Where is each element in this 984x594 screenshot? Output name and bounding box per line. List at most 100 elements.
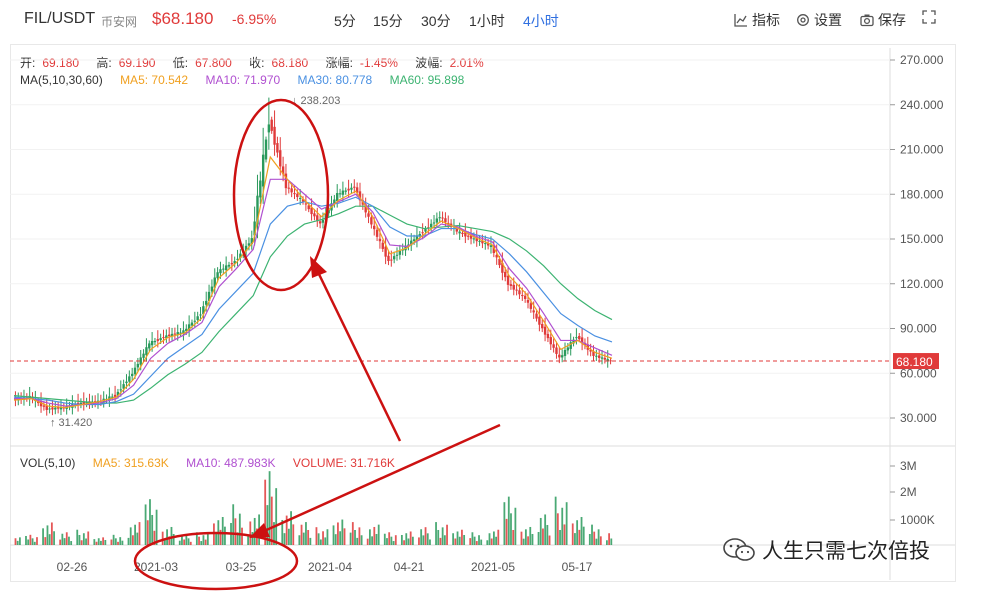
candle-body [609,360,612,362]
ma5-line [13,155,613,409]
candle-body [546,333,550,339]
volume-bar [185,534,188,545]
candle-body [429,223,433,228]
volume-bar [595,538,598,545]
volume-bar [25,535,27,545]
volume-bar [349,532,352,545]
candle-body [51,407,54,410]
volume-bar [270,496,273,545]
save-button[interactable]: 保存 [860,10,906,30]
volume-bar [580,516,583,545]
candle-body [521,295,524,297]
extrema-labels: ↓ 238.203 ↑ 31.420 [50,95,340,429]
ma30-value: MA30: 80.778 [297,73,373,87]
date-tick-label: 02-26 [57,560,88,574]
volume-bar [546,524,549,545]
candle-body [130,373,134,377]
volume-bar [548,535,551,545]
candle-body [597,355,601,358]
volume-bar [610,538,613,545]
watermark-text: 人生只需七次倍投 [762,540,930,563]
date-tick-label: 03-25 [226,560,257,574]
candle-body [233,261,236,264]
candle-body [438,217,441,219]
volume-value: VOLUME: 31.716K [292,456,395,470]
volume-bar [571,523,574,545]
volume-tick-label: 1000K [900,513,935,527]
price-tick-label: 180.000 [900,187,944,201]
volume-bar [537,532,540,545]
candle-body [481,240,484,244]
fullscreen-icon [922,10,936,24]
candle-body [85,402,88,404]
price-tick-label: 90.000 [900,322,937,336]
current-price: $68.180 [152,9,214,28]
gear-icon [797,14,809,26]
volume-bar [48,534,51,545]
arrowhead-peak [310,256,327,278]
candle-body [464,232,467,237]
ma60-line [13,205,613,404]
candle-body [142,353,145,358]
volume-bar [510,513,512,545]
candle-body [563,349,567,356]
volume-legend: VOL(5,10) MA5: 315.63K MA10: 487.983K VO… [20,456,409,470]
volume-bar [437,529,440,545]
candle-body [136,363,140,368]
indicators-button[interactable]: 指标 [734,10,780,30]
vol-ma10-value: MA10: 487.983K [186,456,276,470]
candle-body [353,186,356,188]
candle-body [566,347,570,351]
candle-body [558,354,561,358]
min-price-label: ↑ 31.420 [50,417,92,429]
ma5-value: MA5: 70.542 [120,73,189,87]
candle-body [475,237,478,242]
candle-body [435,218,439,223]
volume-bar [27,539,30,545]
timeframe-15m[interactable]: 15分 [373,13,403,29]
candle-body [202,306,205,315]
fullscreen-button[interactable] [922,10,936,24]
volume-bar [236,532,239,545]
candle-body [287,187,290,189]
candle-body [156,339,160,341]
volume-bar [36,537,38,545]
candle-body [318,221,322,224]
volume-bar [529,526,532,545]
volume-bar [249,521,252,545]
volume-bar [114,538,117,545]
settings-button[interactable]: 设置 [796,10,842,30]
volume-bar [132,535,134,545]
candle-body [580,337,584,344]
candle-body [54,407,57,410]
candle-body [139,357,142,365]
volume-bar [375,533,378,545]
volume-bar [563,524,566,545]
candle-body [575,337,578,339]
candle-body [213,277,216,288]
volume-bar [238,513,241,545]
volume-bar [542,528,544,545]
timeframe-1h[interactable]: 1小时 [469,13,505,29]
candle-body [227,264,231,267]
volume-bar [392,541,395,545]
candle-body [207,291,211,301]
candle-body [381,242,384,249]
volume-bar [539,517,542,545]
candle-body [478,240,481,242]
candle-body [589,349,592,352]
candle-body [489,245,493,248]
volume-bar [356,537,359,545]
candle-body [301,199,305,202]
volume-bar [582,526,585,545]
candle-body [398,250,402,255]
annotation-group [133,98,501,591]
timeframe-4h[interactable]: 4小时 [523,13,559,29]
timeframe-5m[interactable]: 5分 [334,13,356,29]
timeframe-30m[interactable]: 30分 [421,13,451,29]
volume-bar [565,502,568,545]
candle-body [395,254,399,256]
candle-body [415,235,419,241]
volume-bar [429,539,431,545]
